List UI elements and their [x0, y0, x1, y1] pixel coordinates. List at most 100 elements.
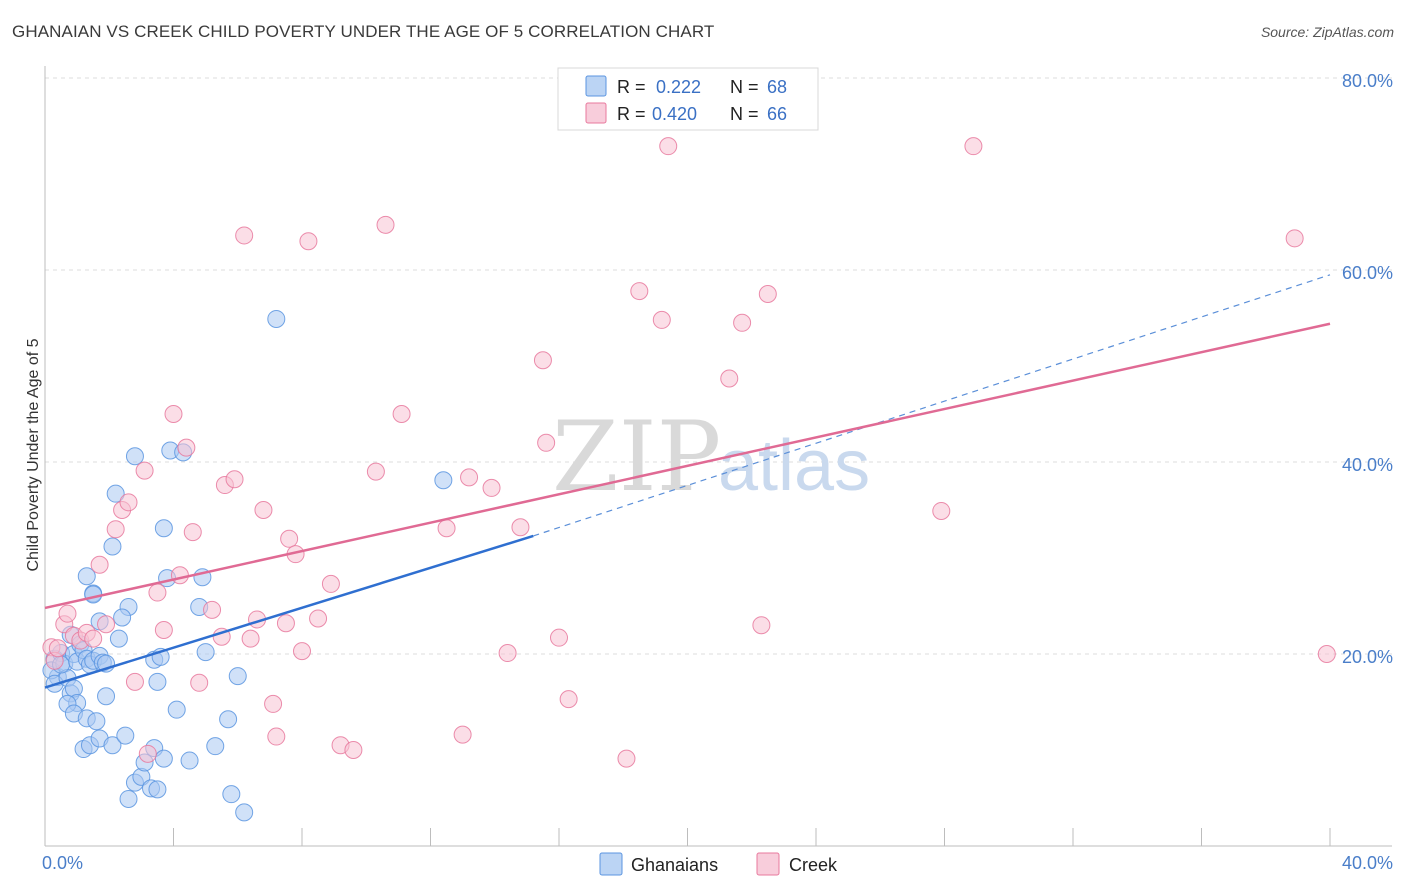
point-creek-39 — [309, 609, 328, 628]
point-creek-45 — [392, 405, 411, 423]
point-creek-24 — [203, 600, 222, 619]
point-creek-57 — [630, 282, 649, 301]
point-creek-27 — [225, 470, 244, 489]
point-creek-46 — [437, 519, 456, 538]
legend-n-label-ghanaians: N = — [730, 77, 759, 97]
point-ghanaians-30 — [103, 736, 122, 755]
tick-labels: 20.0% 40.0% 60.0% 80.0% 0.0% 40.0% — [42, 71, 1393, 873]
y-tick-label-1: 40.0% — [1342, 455, 1393, 475]
trend-line-ghanaians — [44, 534, 534, 689]
point-creek-62 — [752, 616, 771, 635]
point-ghanaians-56 — [196, 643, 215, 662]
point-creek-34 — [276, 614, 295, 633]
trend-extension-ghanaians — [533, 274, 1331, 537]
point-creek-9 — [90, 555, 109, 574]
trend-line-creek — [44, 322, 1331, 610]
point-creek-23 — [190, 673, 209, 692]
point-creek-65 — [964, 137, 983, 156]
y-tick-label-2: 60.0% — [1342, 263, 1393, 283]
point-creek-49 — [482, 478, 501, 497]
point-creek-29 — [241, 629, 260, 648]
point-creek-58 — [652, 310, 671, 329]
point-creek-33 — [267, 727, 286, 746]
point-creek-18 — [154, 621, 173, 639]
legend-swatch-creek — [585, 102, 607, 124]
point-creek-43 — [366, 462, 385, 481]
point-ghanaians-44 — [106, 484, 125, 503]
point-ghanaians-31 — [116, 726, 135, 745]
point-creek-28 — [235, 226, 254, 245]
point-creek-52 — [533, 351, 552, 370]
chart-title: GHANAIAN VS CREEK CHILD POVERTY UNDER TH… — [12, 22, 715, 41]
point-ghanaians-42 — [84, 585, 103, 604]
point-creek-20 — [170, 566, 189, 585]
point-ghanaians-39 — [154, 749, 173, 768]
legend-n-label-creek: N = — [730, 104, 759, 124]
y-tick-label-3: 80.0% — [1342, 71, 1393, 91]
legend-r-value-ghanaians: 0.222 — [656, 77, 701, 97]
point-ghanaians-47 — [109, 629, 128, 648]
point-creek-31 — [254, 501, 273, 519]
point-creek-32 — [264, 694, 283, 713]
point-creek-44 — [376, 215, 395, 234]
y-tick-label-0: 20.0% — [1342, 647, 1393, 667]
legend-r-label-creek: R = — [617, 104, 646, 124]
point-creek-22 — [183, 523, 202, 542]
point-creek-14 — [125, 672, 144, 691]
trend-lines — [44, 274, 1331, 689]
point-creek-13 — [119, 493, 138, 512]
axes — [44, 66, 1392, 847]
bottom-legend: Ghanaians Creek — [599, 852, 838, 876]
data-points — [42, 137, 1336, 822]
point-creek-55 — [559, 690, 578, 709]
legend-r-label-ghanaians: R = — [617, 77, 646, 97]
bottom-legend-label-creek: Creek — [789, 855, 838, 875]
point-creek-64 — [932, 501, 951, 520]
point-ghanaians-50 — [154, 519, 173, 538]
watermark-zip: ZIP — [552, 401, 721, 513]
point-creek-4 — [58, 604, 77, 623]
point-ghanaians-64 — [222, 785, 241, 804]
point-ghanaians-49 — [125, 447, 144, 466]
point-creek-38 — [299, 232, 318, 251]
point-creek-51 — [511, 518, 530, 537]
point-creek-54 — [550, 628, 568, 647]
point-creek-60 — [720, 369, 739, 388]
point-creek-15 — [135, 461, 154, 480]
point-creek-48 — [460, 468, 479, 487]
legend-n-value-ghanaians: 68 — [767, 77, 787, 97]
point-ghanaians-60 — [167, 700, 186, 719]
point-creek-56 — [617, 749, 636, 768]
point-ghanaians-43 — [103, 537, 122, 556]
point-ghanaians-34 — [119, 789, 138, 808]
bottom-legend-label-ghanaians: Ghanaians — [631, 855, 718, 875]
point-creek-17 — [148, 583, 167, 602]
point-creek-67 — [1317, 645, 1336, 663]
point-ghanaians-61 — [180, 751, 199, 770]
source-label: Source: ZipAtlas.com — [1260, 24, 1394, 40]
watermark: ZIP atlas — [552, 401, 870, 513]
point-ghanaians-25 — [87, 712, 106, 731]
point-ghanaians-46 — [113, 608, 132, 627]
top-legend: R = 0.222 N = 68 R = 0.420 N = 66 — [557, 67, 819, 131]
x-tick-label-0: 0.0% — [42, 853, 83, 873]
point-creek-59 — [659, 137, 678, 156]
point-creek-35 — [280, 529, 299, 548]
watermark-atlas: atlas — [718, 426, 870, 506]
point-creek-11 — [106, 520, 125, 539]
point-creek-50 — [498, 644, 517, 663]
point-ghanaians-67 — [267, 309, 286, 328]
point-ghanaians-68 — [434, 471, 453, 490]
bottom-legend-swatch-creek — [756, 852, 780, 876]
point-creek-21 — [177, 438, 196, 457]
point-creek-53 — [537, 433, 556, 452]
point-ghanaians-66 — [235, 803, 254, 822]
point-ghanaians-40 — [77, 567, 96, 586]
point-ghanaians-62 — [206, 737, 225, 756]
point-ghanaians-26 — [97, 687, 116, 706]
grid-lines — [45, 77, 1392, 655]
legend-n-value-creek: 66 — [767, 104, 787, 124]
point-ghanaians-65 — [228, 667, 247, 686]
point-ghanaians-63 — [219, 710, 238, 729]
point-creek-8 — [84, 629, 103, 648]
